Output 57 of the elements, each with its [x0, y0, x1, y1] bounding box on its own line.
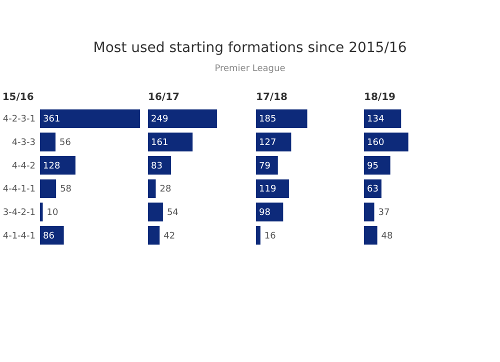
- data-label: 160: [367, 138, 384, 148]
- bar: [364, 156, 390, 175]
- bar: [148, 202, 163, 222]
- data-label: 54: [166, 208, 179, 218]
- data-label: 10: [46, 208, 58, 218]
- bar: [364, 132, 408, 152]
- data-label: 128: [43, 161, 60, 172]
- bar: [148, 226, 160, 245]
- y-tick-label: 4-4-1-1: [2, 184, 36, 195]
- data-label: 58: [60, 184, 72, 195]
- data-label: 42: [164, 231, 176, 242]
- bar: [256, 132, 292, 152]
- bar: [256, 156, 278, 175]
- text: Premier League: [214, 64, 286, 74]
- bar: [148, 109, 217, 128]
- data-label: 83: [151, 161, 162, 172]
- bar: [148, 179, 156, 198]
- data-label: 79: [259, 161, 271, 172]
- bar: [256, 179, 289, 198]
- data-label: 37: [378, 208, 390, 218]
- data-label: 249: [151, 114, 168, 125]
- bar: [256, 226, 260, 245]
- bar: [148, 132, 193, 152]
- bar: [40, 179, 56, 198]
- data-label: 127: [259, 138, 276, 148]
- data-label: 86: [43, 231, 55, 242]
- data-label: 161: [151, 138, 168, 148]
- text: Most used starting formations since 2015/16: [92, 40, 408, 56]
- bar: [40, 132, 56, 152]
- chart-title: 17/18: [256, 92, 288, 103]
- data-label: 119: [259, 184, 276, 195]
- bar: [256, 202, 284, 222]
- chart-title: 18/19: [364, 92, 396, 103]
- data-label: 361: [43, 114, 60, 125]
- bar: [364, 226, 378, 245]
- data-label: 56: [60, 138, 72, 148]
- bar: [40, 156, 76, 175]
- data-label: 98: [259, 208, 271, 218]
- bar: [256, 109, 308, 128]
- data-label: 185: [259, 114, 276, 125]
- data-label: 48: [381, 231, 394, 242]
- chart-title: 16/17: [148, 92, 180, 103]
- bar: [40, 109, 140, 128]
- y-tick-label: 4-4-2: [12, 161, 36, 172]
- data-label: 16: [264, 231, 276, 242]
- data-label: 28: [160, 184, 172, 195]
- bar: [364, 109, 402, 128]
- bar: [40, 202, 43, 222]
- y-tick-label: 4-3-3: [12, 138, 36, 148]
- y-tick-label: 4-2-3-1: [2, 114, 36, 125]
- y-tick-label: 4-1-4-1: [2, 231, 36, 242]
- data-label: 134: [367, 114, 384, 125]
- data-label: 95: [367, 161, 378, 172]
- y-tick-label: 3-4-2-1: [2, 208, 36, 218]
- data-label: 63: [367, 184, 378, 195]
- bar: [364, 202, 374, 222]
- chart-title: 15/16: [2, 92, 34, 103]
